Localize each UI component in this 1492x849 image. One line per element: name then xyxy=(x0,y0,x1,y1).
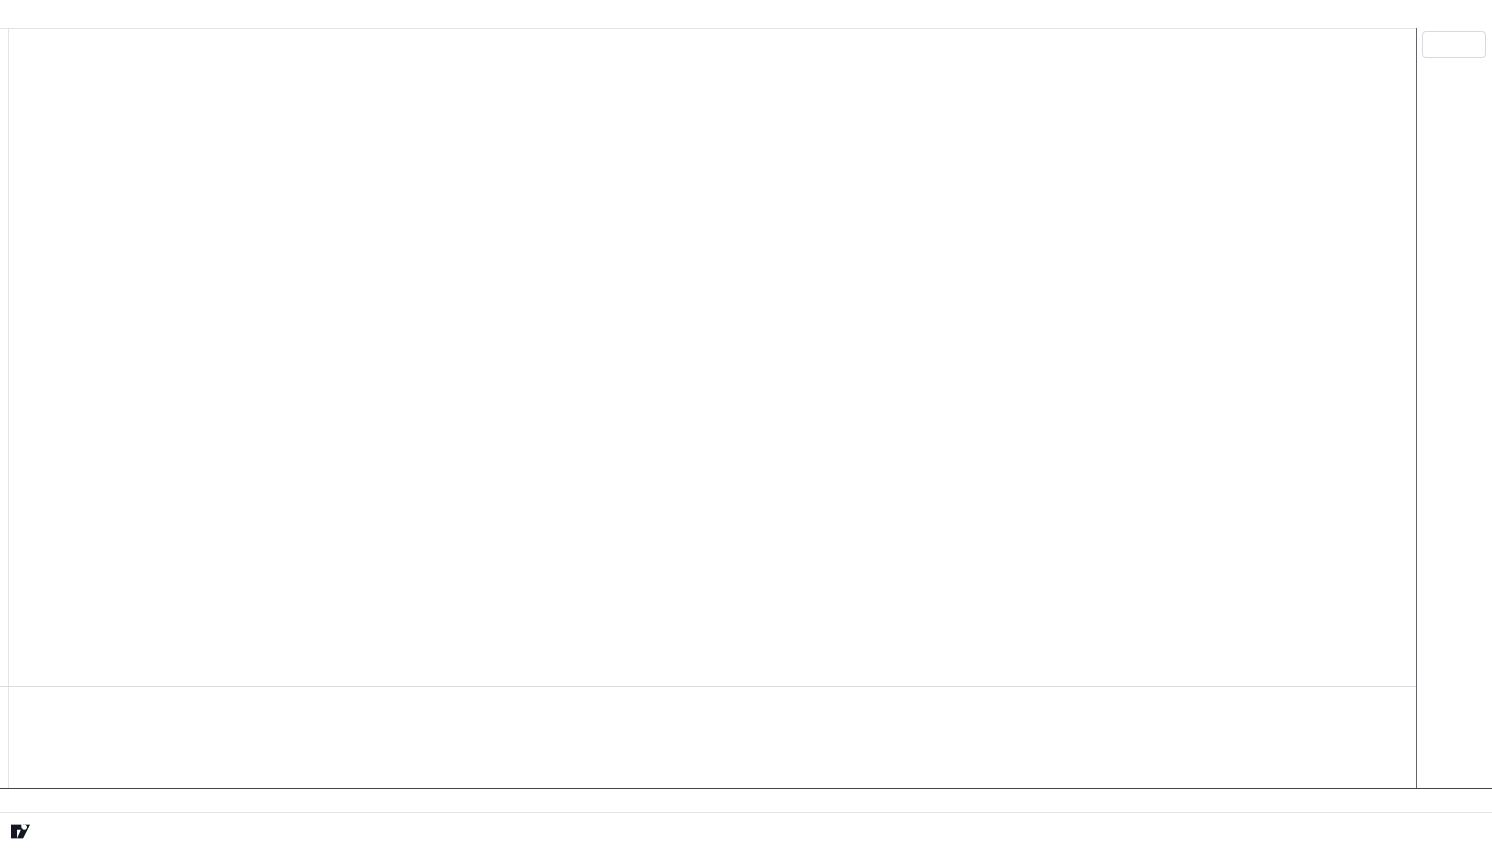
currency-unit-button[interactable] xyxy=(1422,31,1486,58)
legend-rsi[interactable] xyxy=(14,691,42,705)
footer-bar xyxy=(0,812,1492,849)
tradingview-logo[interactable] xyxy=(10,822,37,841)
legend-sma-blue[interactable] xyxy=(14,52,21,66)
price-scale[interactable] xyxy=(1416,28,1492,812)
legend-sma-red[interactable] xyxy=(14,36,21,50)
pane-left-border xyxy=(8,28,9,788)
pane-separator xyxy=(0,686,1492,687)
time-scale[interactable] xyxy=(0,788,1492,813)
tradingview-logo-icon xyxy=(11,824,30,839)
pane-top-border xyxy=(0,28,1492,29)
